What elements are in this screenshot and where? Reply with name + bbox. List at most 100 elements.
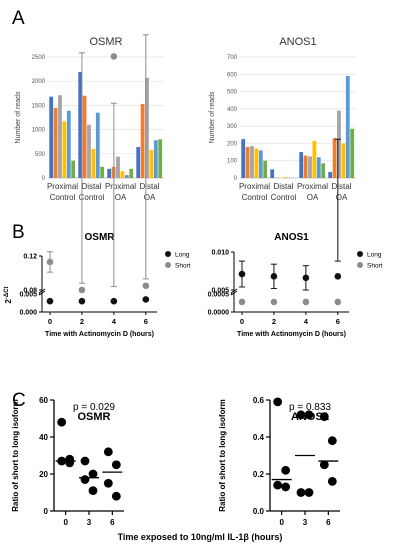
axis-break-mark: [38, 288, 46, 294]
bar: [91, 148, 96, 178]
x-tick-label: 0: [279, 518, 284, 527]
bar: [321, 163, 326, 178]
bar: [140, 103, 145, 178]
bar: [71, 160, 76, 178]
y-tick-label: 40: [39, 433, 48, 442]
x-tick-label: 2: [80, 317, 84, 326]
y-tick-label: 20: [39, 470, 48, 479]
bar: [328, 171, 333, 178]
bar: [332, 138, 337, 178]
data-point: [88, 469, 98, 479]
axis-break-mark: [230, 288, 238, 294]
category-label: Distal: [273, 182, 293, 191]
x-axis-label: Time exposed to 10ng/ml IL-1β (hours): [118, 532, 283, 542]
bar: [158, 139, 163, 178]
x-tick-label: 3: [87, 518, 92, 527]
category-label: Distal: [81, 182, 101, 191]
bar: [82, 95, 87, 178]
category-label: Proximal: [297, 182, 328, 191]
bar: [258, 150, 263, 178]
legend-label: Short: [175, 263, 191, 270]
bar: [116, 156, 120, 178]
y-tick-label: 0.08: [23, 288, 37, 295]
bar: [341, 143, 346, 178]
bar: [53, 107, 58, 178]
y-tick-label: 0.005: [211, 288, 229, 295]
data-point: [65, 458, 75, 468]
x-tick-label: 0: [63, 518, 68, 527]
bar: [316, 157, 321, 178]
bar: [78, 72, 83, 178]
data-point: [319, 412, 329, 422]
panel-label-b: B: [12, 222, 25, 243]
x-tick-label: 2: [272, 317, 276, 326]
data-point: [296, 488, 306, 497]
bar: [241, 139, 246, 178]
bar: [58, 95, 62, 178]
y-axis-label: Ratio of short to long isoform: [218, 399, 227, 511]
data-point: [46, 297, 54, 305]
x-tick-label: 0: [240, 317, 244, 326]
category-label: OA: [307, 193, 319, 202]
bar: [120, 171, 125, 178]
data-point: [142, 296, 150, 303]
chart-title: ANOS1: [274, 232, 309, 243]
bar: [245, 146, 250, 178]
bar: [350, 128, 355, 178]
data-point: [327, 477, 337, 486]
x-tick-label: 4: [112, 317, 117, 326]
y-tick-label: 0.0005: [208, 292, 230, 299]
chart-title: OSMR: [85, 232, 116, 243]
bar: [87, 124, 91, 178]
category-label: Proximal: [47, 182, 78, 191]
y-tick-label: 0.0000: [208, 310, 230, 317]
data-point: [88, 486, 98, 496]
bar: [299, 152, 304, 178]
x-tick-label: 6: [336, 317, 340, 326]
p-value-annotation: p = 0.833: [289, 402, 331, 413]
bar: [153, 140, 158, 178]
y-tick-label: 500: [35, 152, 46, 158]
data-point: [110, 297, 118, 305]
category-label: Distal: [139, 182, 159, 191]
bar: [303, 155, 308, 178]
legend-marker: [357, 262, 363, 268]
y-tick-label: 0.12: [23, 254, 37, 261]
legend-marker: [165, 262, 171, 268]
data-point: [142, 282, 150, 290]
chart-a-anos1: ANOS1 0 100 200 300 400 500 600 700 Number of rea…: [209, 36, 356, 202]
data-point: [334, 298, 342, 306]
bar: [129, 168, 134, 178]
data-point: [334, 273, 342, 280]
x-axis-label: Time with Actinomycin D (hours): [237, 331, 346, 338]
bar: [100, 166, 105, 178]
y-axis-label-superscript: -ΔCt: [4, 286, 10, 299]
category-label: OA: [336, 193, 348, 202]
data-point: [57, 456, 67, 466]
y-tick-label: 300: [227, 124, 238, 130]
y-tick-label: 0.4: [253, 433, 265, 442]
category-label: Control: [242, 193, 268, 202]
legend-marker: [165, 251, 171, 257]
data-point: [302, 298, 310, 306]
data-point: [281, 482, 291, 492]
data-point: [103, 478, 113, 488]
legend-marker: [357, 251, 363, 257]
data-point: [273, 480, 283, 490]
y-tick-label: 700: [227, 55, 238, 61]
bar: [250, 146, 254, 178]
y-tick-label: 0.000: [19, 310, 37, 317]
y-axis-label: Number of reads: [209, 91, 216, 144]
y-tick-label: 0: [234, 176, 238, 182]
data-point: [238, 298, 246, 306]
y-tick-label: 0: [44, 507, 49, 516]
bar: [95, 112, 100, 178]
bar: [124, 175, 129, 178]
bar: [263, 160, 268, 178]
data-point: [319, 460, 329, 470]
y-tick-label: 2000: [32, 79, 46, 85]
y-tick-label: 1000: [32, 128, 46, 134]
category-label: Proximal: [239, 182, 270, 191]
